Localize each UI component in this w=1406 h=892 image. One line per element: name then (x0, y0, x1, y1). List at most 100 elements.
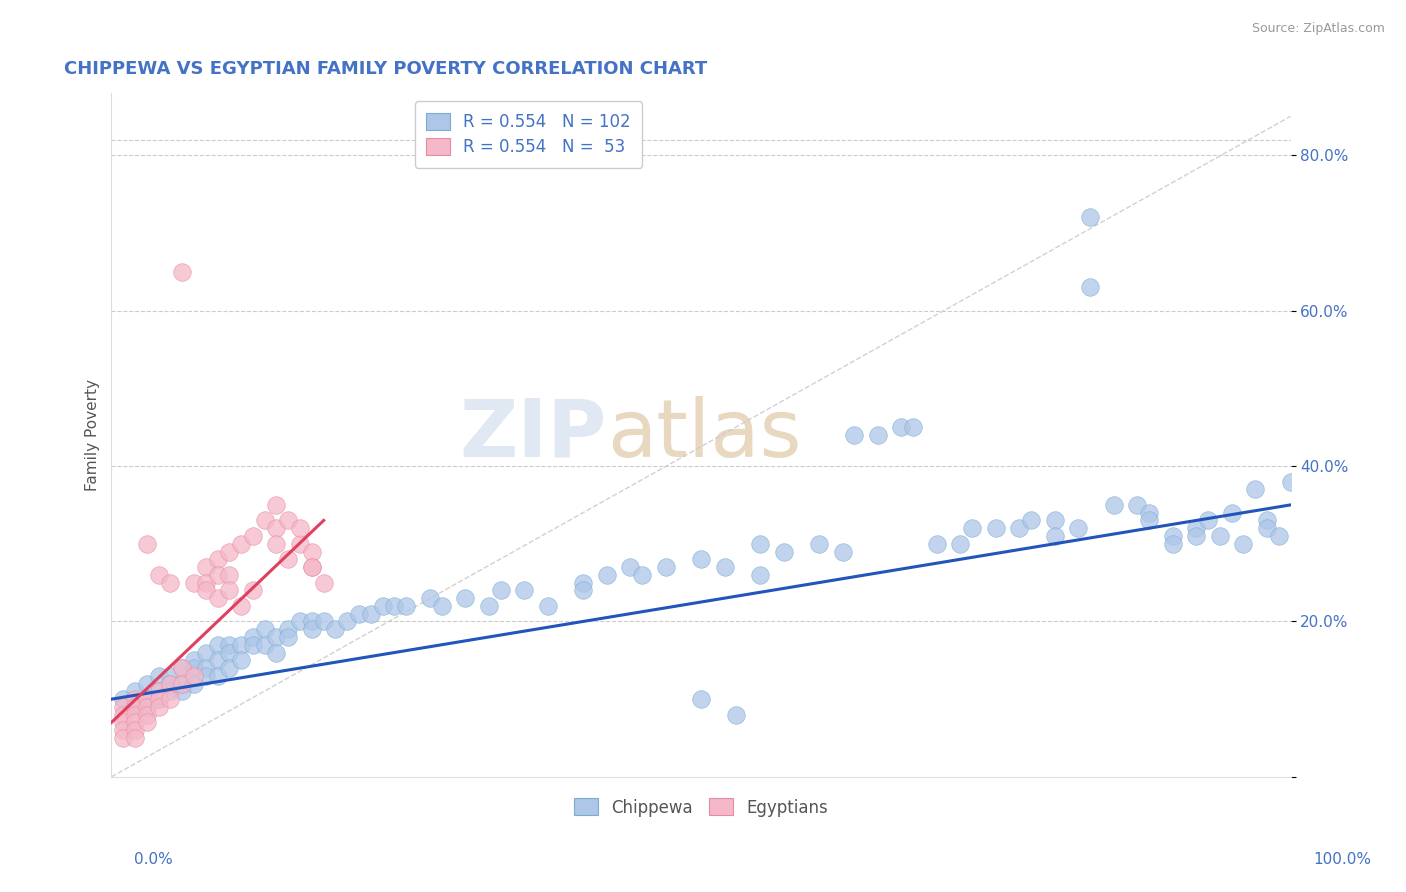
Point (395, 599, 418, 613)
Point (218, 544, 240, 558)
Point (218, 646, 240, 660)
Point (242, 638, 264, 652)
Point (183, 575, 205, 590)
Point (242, 583, 264, 598)
Point (301, 615, 323, 629)
Point (172, 661, 194, 675)
Point (112, 715, 135, 730)
Point (360, 607, 382, 621)
Text: CHIPPEWA VS EGYPTIAN FAMILY POVERTY CORRELATION CHART: CHIPPEWA VS EGYPTIAN FAMILY POVERTY CORR… (65, 60, 707, 78)
Point (288, 615, 311, 629)
Point (1185, 521, 1208, 535)
Point (148, 684, 170, 698)
Point (301, 560, 323, 574)
Point (159, 676, 181, 690)
Point (172, 684, 194, 698)
Point (135, 700, 157, 714)
Point (159, 575, 181, 590)
Y-axis label: Family Poverty: Family Poverty (86, 379, 100, 491)
Point (1043, 513, 1066, 527)
Point (1161, 537, 1184, 551)
Point (266, 646, 288, 660)
Point (749, 537, 772, 551)
Point (148, 669, 170, 683)
Point (135, 700, 157, 714)
Point (124, 707, 146, 722)
Point (124, 684, 146, 698)
Point (148, 684, 170, 698)
Point (1232, 537, 1254, 551)
Point (112, 731, 135, 745)
Point (890, 420, 912, 434)
Point (301, 622, 323, 636)
Point (207, 653, 229, 667)
Point (124, 692, 146, 706)
Point (112, 692, 135, 706)
Text: atlas: atlas (606, 396, 801, 474)
Legend: Chippewa, Egyptians: Chippewa, Egyptians (568, 792, 834, 823)
Point (135, 676, 157, 690)
Point (1161, 529, 1184, 543)
Point (925, 537, 948, 551)
Point (1067, 521, 1090, 535)
Point (301, 544, 323, 558)
Point (1126, 498, 1149, 512)
Point (207, 552, 229, 566)
Point (207, 669, 229, 683)
Point (266, 537, 288, 551)
Point (124, 731, 146, 745)
Point (172, 676, 194, 690)
Point (1209, 529, 1232, 543)
Point (172, 661, 194, 675)
Point (194, 583, 217, 598)
Point (242, 630, 264, 644)
Point (1078, 211, 1101, 225)
Point (172, 265, 194, 279)
Point (135, 537, 157, 551)
Point (1008, 521, 1031, 535)
Point (1137, 506, 1160, 520)
Point (159, 669, 181, 683)
Point (124, 723, 146, 738)
Point (135, 692, 157, 706)
Point (1244, 483, 1267, 497)
Point (1102, 498, 1125, 512)
Point (347, 607, 370, 621)
Point (1268, 529, 1291, 543)
Point (325, 622, 347, 636)
Point (478, 599, 501, 613)
Point (229, 653, 252, 667)
Point (135, 707, 157, 722)
Point (572, 583, 595, 598)
Point (1256, 513, 1278, 527)
Point (654, 560, 676, 574)
Point (371, 599, 394, 613)
Point (266, 630, 288, 644)
Point (1220, 506, 1243, 520)
Point (1078, 280, 1101, 294)
Point (725, 707, 748, 722)
Point (124, 715, 146, 730)
Point (807, 537, 830, 551)
Point (148, 700, 170, 714)
Point (183, 669, 205, 683)
Point (112, 723, 135, 738)
Point (194, 669, 217, 683)
Point (1279, 475, 1302, 489)
Point (572, 575, 595, 590)
Point (229, 638, 252, 652)
Point (384, 599, 406, 613)
Point (831, 544, 853, 558)
Point (277, 630, 299, 644)
Point (172, 676, 194, 690)
Point (229, 599, 252, 613)
Point (159, 684, 181, 698)
Point (253, 638, 276, 652)
Text: 100.0%: 100.0% (1313, 852, 1371, 867)
Point (903, 420, 925, 434)
Point (713, 560, 735, 574)
Point (749, 567, 772, 582)
Point (949, 537, 972, 551)
Point (1197, 513, 1219, 527)
Point (288, 537, 311, 551)
